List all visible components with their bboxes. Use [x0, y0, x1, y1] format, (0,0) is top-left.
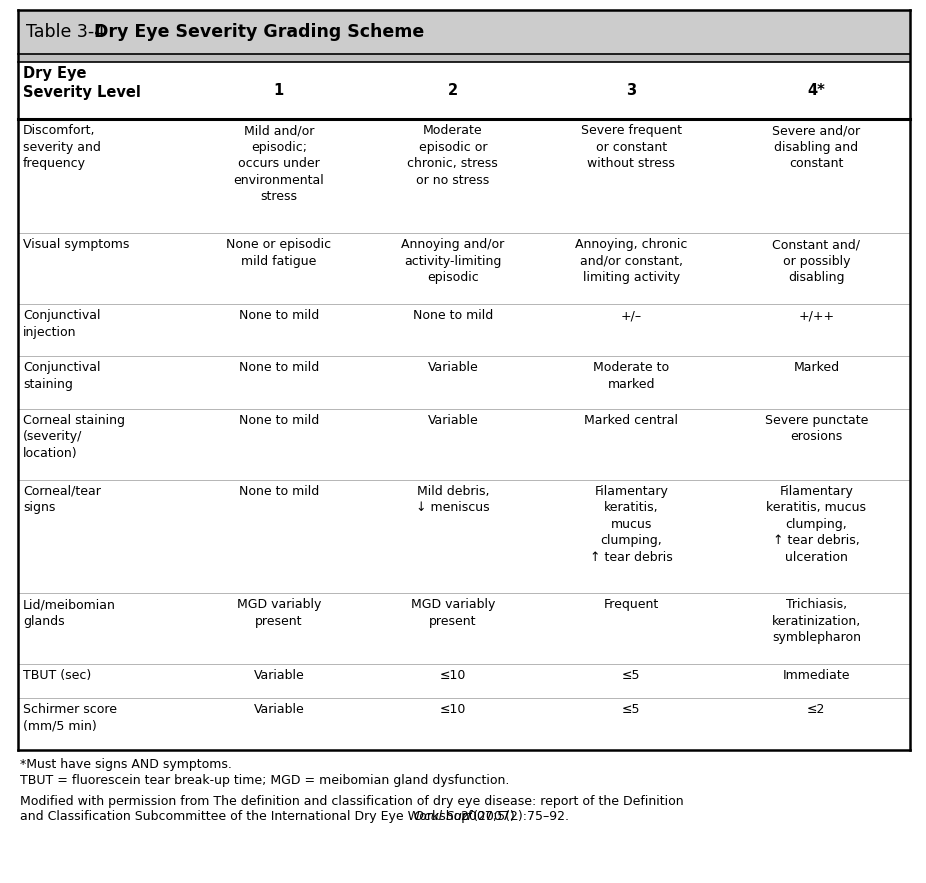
Text: Variable: Variable: [428, 413, 478, 426]
Text: Immediate: Immediate: [782, 669, 850, 683]
Text: Moderate to
marked: Moderate to marked: [594, 361, 669, 391]
Text: 3: 3: [626, 83, 636, 98]
Text: Discomfort,
severity and
frequency: Discomfort, severity and frequency: [23, 125, 101, 170]
Text: Constant and/
or possibly
disabling: Constant and/ or possibly disabling: [772, 238, 860, 284]
Text: ≤5: ≤5: [622, 703, 641, 715]
Bar: [18, 54, 910, 62]
Text: Schirmer score
(mm/5 min): Schirmer score (mm/5 min): [23, 703, 117, 732]
Text: 4*: 4*: [807, 83, 825, 98]
Text: Conjunctival
injection: Conjunctival injection: [23, 309, 101, 339]
Text: 1: 1: [274, 83, 284, 98]
Text: Variable: Variable: [428, 361, 478, 374]
Text: Dry Eye
Severity Level: Dry Eye Severity Level: [23, 66, 141, 100]
Text: and Classification Subcommittee of the International Dry Eye Workshop (2007).: and Classification Subcommittee of the I…: [20, 810, 523, 823]
Text: Corneal staining
(severity/
location): Corneal staining (severity/ location): [23, 413, 125, 459]
Text: Filamentary
keratitis,
mucus
clumping,
↑ tear debris: Filamentary keratitis, mucus clumping, ↑…: [590, 485, 672, 563]
Text: 2007;5(2):75–92.: 2007;5(2):75–92.: [457, 810, 569, 823]
Text: 2: 2: [448, 83, 458, 98]
Text: MGD variably
present: MGD variably present: [237, 599, 321, 628]
Text: Severe frequent
or constant
without stress: Severe frequent or constant without stre…: [581, 125, 682, 170]
Text: Frequent: Frequent: [604, 599, 659, 611]
Text: Variable: Variable: [254, 669, 305, 683]
Text: Annoying, chronic
and/or constant,
limiting activity: Annoying, chronic and/or constant, limit…: [575, 238, 687, 284]
Text: +/–: +/–: [620, 309, 642, 322]
Text: TBUT = fluorescein tear break-up time; MGD = meibomian gland dysfunction.: TBUT = fluorescein tear break-up time; M…: [20, 774, 509, 787]
Text: ≤5: ≤5: [622, 669, 641, 683]
Text: Severe punctate
erosions: Severe punctate erosions: [765, 413, 868, 443]
Text: Mild debris,
↓ meniscus: Mild debris, ↓ meniscus: [416, 485, 490, 514]
Bar: [18, 10, 910, 54]
Text: Variable: Variable: [254, 703, 305, 715]
Text: None to mild: None to mild: [239, 361, 319, 374]
Text: Mild and/or
episodic;
occurs under
environmental
stress: Mild and/or episodic; occurs under envir…: [233, 125, 324, 203]
Text: Lid/meibomian
glands: Lid/meibomian glands: [23, 599, 116, 628]
Text: Severe and/or
disabling and
constant: Severe and/or disabling and constant: [772, 125, 860, 170]
Text: ≤10: ≤10: [440, 703, 466, 715]
Text: Marked central: Marked central: [584, 413, 678, 426]
Text: ≤2: ≤2: [807, 703, 825, 715]
Text: Moderate
episodic or
chronic, stress
or no stress: Moderate episodic or chronic, stress or …: [407, 125, 498, 187]
Text: None or episodic
mild fatigue: None or episodic mild fatigue: [226, 238, 332, 268]
Text: Trichiasis,
keratinization,
symblepharon: Trichiasis, keratinization, symblepharon: [771, 599, 861, 645]
Text: Table 3-4: Table 3-4: [26, 23, 116, 42]
Text: Dry Eye Severity Grading Scheme: Dry Eye Severity Grading Scheme: [94, 23, 424, 42]
Text: TBUT (sec): TBUT (sec): [23, 669, 92, 683]
Text: None to mild: None to mild: [413, 309, 493, 322]
Text: None to mild: None to mild: [239, 309, 319, 322]
Text: MGD variably
present: MGD variably present: [410, 599, 495, 628]
Text: Marked: Marked: [794, 361, 839, 374]
Text: +/++: +/++: [798, 309, 834, 322]
Text: Filamentary
keratitis, mucus
clumping,
↑ tear debris,
ulceration: Filamentary keratitis, mucus clumping, ↑…: [767, 485, 867, 563]
Text: Modified with permission from The definition and classification of dry eye disea: Modified with permission from The defini…: [20, 796, 683, 808]
Text: Corneal/tear
signs: Corneal/tear signs: [23, 485, 101, 514]
Text: Ocul Surf.: Ocul Surf.: [414, 810, 475, 823]
Text: Conjunctival
staining: Conjunctival staining: [23, 361, 101, 391]
Text: ≤10: ≤10: [440, 669, 466, 683]
Text: *Must have signs AND symptoms.: *Must have signs AND symptoms.: [20, 758, 232, 771]
Text: Annoying and/or
activity-limiting
episodic: Annoying and/or activity-limiting episod…: [401, 238, 505, 284]
Text: None to mild: None to mild: [239, 413, 319, 426]
Text: None to mild: None to mild: [239, 485, 319, 497]
Text: Visual symptoms: Visual symptoms: [23, 238, 130, 252]
